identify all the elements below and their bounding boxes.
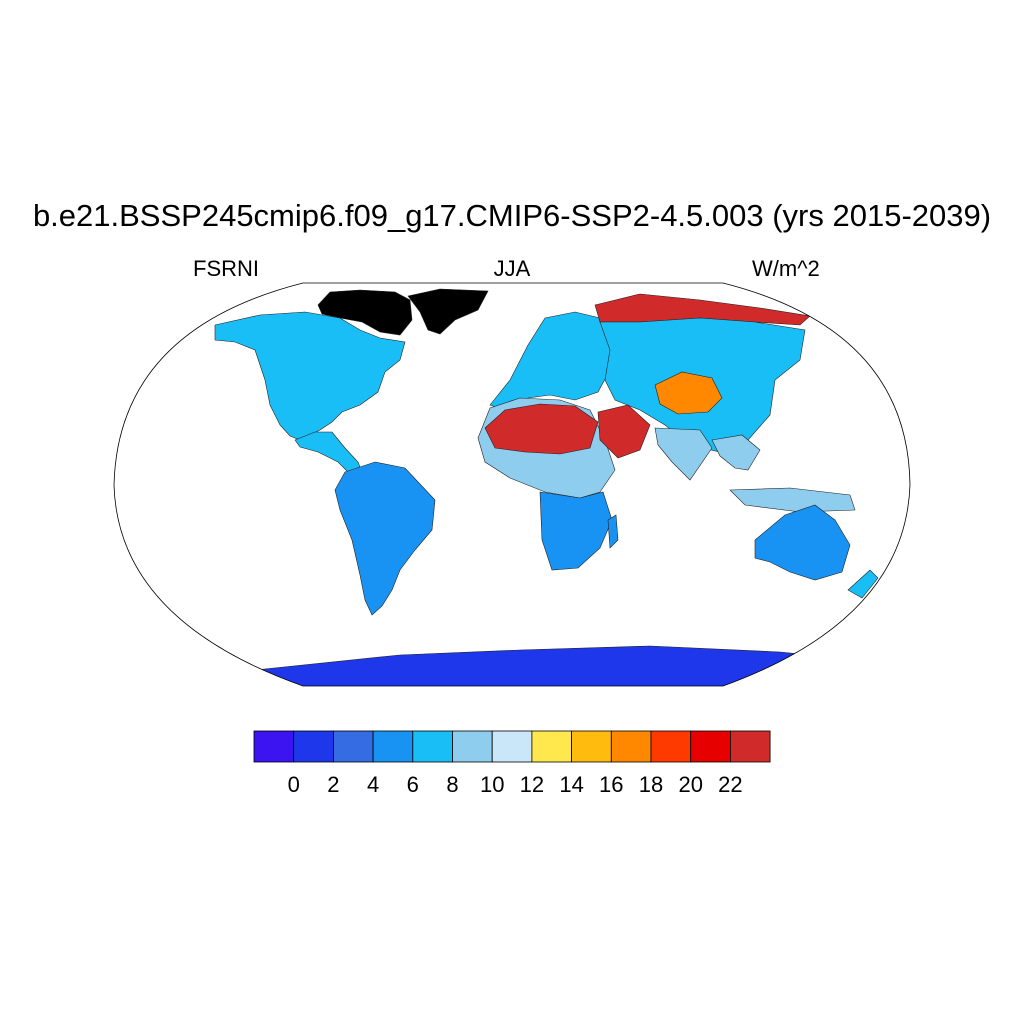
colorbar-box [253,730,295,763]
region-greenland [407,288,489,335]
region-madagascar [607,514,619,549]
colorbar-tick-label: 6 [407,772,419,797]
colorbar-box [491,730,533,763]
colorbar-box [650,730,692,763]
region-africa-south [539,491,613,571]
region-maritime-asia [729,487,856,513]
variable-label: FSRNI [193,256,259,281]
colorbar-tick-label: 4 [367,772,379,797]
region-australia [754,504,851,581]
colorbar-box [531,730,573,763]
colorbar-box [412,730,453,763]
colorbar-box [730,730,771,763]
colorbar-box [293,730,334,763]
colorbar-tick-label: 18 [639,772,663,797]
colorbar-box [571,730,612,763]
chart-title: b.e21.BSSP245cmip6.f09_g17.CMIP6-SSP2-4.… [32,198,992,233]
region-south-america [334,461,436,616]
map-frame [113,282,911,687]
region-central-asia-deserts [654,371,723,415]
colorbar-box [610,730,652,763]
region-sahara [484,403,599,455]
colorbar-tick-label: 0 [288,772,300,797]
colorbar-tick-label: 8 [446,772,458,797]
colorbar-tick-label: 12 [520,772,544,797]
region-antarctica [254,645,861,686]
region-arabia [597,404,651,459]
units-label: W/m^2 [752,256,820,281]
region-southeast-asia [711,434,761,471]
colorbar-tick-label: 22 [718,772,742,797]
region-new-zealand [847,569,879,599]
colorbar-box [452,730,493,763]
colorbar-tick-label: 2 [327,772,339,797]
colorbar-box [372,730,414,763]
region-canadian-arctic [317,289,413,336]
colorbar-box [332,730,374,763]
colorbar-tick-label: 16 [599,772,623,797]
colorbar-tick-label: 20 [678,772,702,797]
region-north-america [214,311,406,441]
region-india [654,427,713,481]
colorbar-box [690,730,731,763]
season-label: JJA [493,256,531,281]
colorbar-tick-label: 14 [559,772,583,797]
colorbar-tick-label: 10 [480,772,504,797]
